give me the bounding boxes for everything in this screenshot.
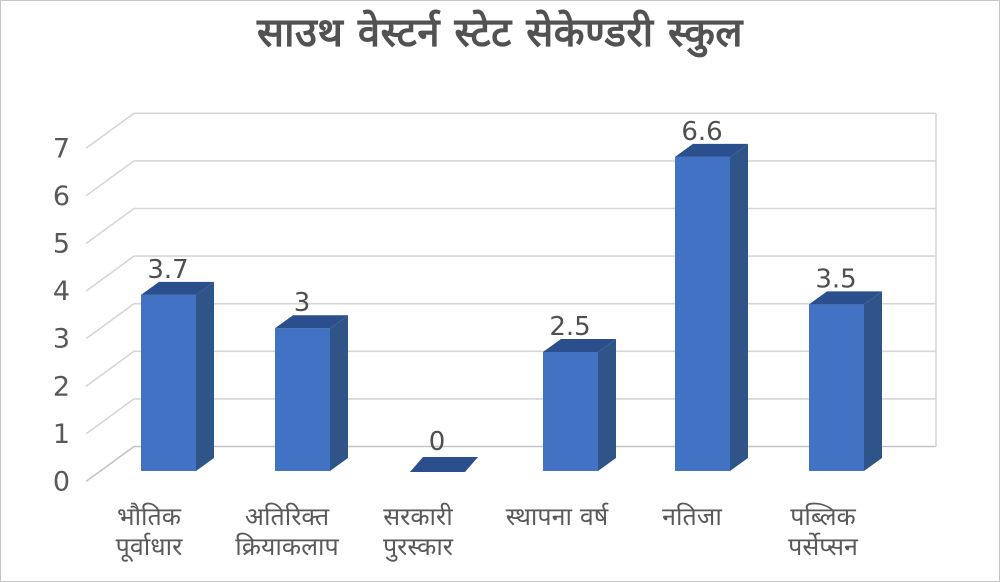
bar-side-face	[598, 339, 616, 471]
bar-4: 2.5	[543, 312, 616, 471]
bar-value-label: 0	[429, 427, 446, 457]
x-axis-category-label: पब्लिक पर्सेप्सन	[788, 502, 859, 561]
bar-value-label: 3.5	[815, 264, 856, 294]
bar-top-face	[543, 339, 616, 352]
x-axis-category-label: नतिजा	[662, 502, 722, 531]
bar-side-face	[730, 143, 748, 471]
gridline	[85, 350, 936, 387]
x-axis-category-label: भौतिक पूर्वाधार	[116, 502, 183, 562]
x-axis-category-label: स्थापना वर्ष	[506, 502, 610, 531]
bar-side-face	[864, 291, 882, 471]
gridline	[85, 398, 936, 435]
bar-side-face	[196, 281, 214, 471]
bar-top-face	[675, 143, 748, 157]
bar-front-face	[141, 294, 196, 471]
bar-zero-face	[410, 457, 478, 472]
bar-front-face	[809, 304, 864, 471]
bar-value-label: 6.6	[681, 117, 722, 147]
y-axis-tick-label: 7	[53, 133, 70, 164]
gridline	[85, 112, 936, 149]
x-axis-category-label: अतिरिक्त क्रियाकलाप	[235, 502, 339, 561]
y-axis-tick-label: 2	[53, 371, 70, 402]
bar-top-face	[141, 281, 214, 295]
bar-side-face	[330, 315, 348, 471]
bar-top-face	[809, 291, 882, 305]
chart-title: साउथ वेस्टर्न स्टेट सेकेण्डरी स्कुल	[257, 10, 743, 56]
y-axis-tick-label: 3	[53, 324, 70, 355]
y-axis-tick-label: 4	[53, 276, 70, 307]
gridline	[85, 445, 936, 483]
bar-top-face	[275, 315, 348, 329]
bar-3: 0	[410, 427, 478, 472]
bar-2: 3	[275, 288, 348, 471]
bar-value-label: 3	[294, 288, 311, 318]
bars: 3.7 3 0 2.5 6.6 3.5	[141, 117, 882, 472]
bar-front-face	[543, 352, 598, 471]
y-axis-tick-label: 6	[53, 181, 70, 212]
bar-5: 6.6	[675, 117, 748, 471]
y-axis-tick-label: 1	[53, 419, 70, 450]
y-axis-tick-label: 0	[53, 467, 70, 498]
bar-1: 3.7	[141, 255, 214, 471]
x-axis-category-label: सरकारी पुरस्कार	[383, 502, 454, 562]
bar-6: 3.5	[809, 264, 882, 471]
y-axis: 0 1 2 3 4 5 6 7	[53, 133, 70, 497]
gridlines	[85, 112, 937, 483]
gridline	[85, 207, 936, 245]
bar-value-label: 2.5	[549, 312, 590, 342]
bar-front-face	[275, 328, 330, 471]
gridline	[85, 255, 936, 292]
gridline	[85, 160, 936, 197]
y-axis-tick-label: 5	[53, 229, 70, 260]
bar-front-face	[675, 156, 730, 471]
x-axis: भौतिक पूर्वाधार अतिरिक्त क्रियाकलाप सरकारी पु…	[116, 502, 859, 562]
gridline	[85, 302, 936, 340]
bar-value-label: 3.7	[147, 255, 188, 285]
